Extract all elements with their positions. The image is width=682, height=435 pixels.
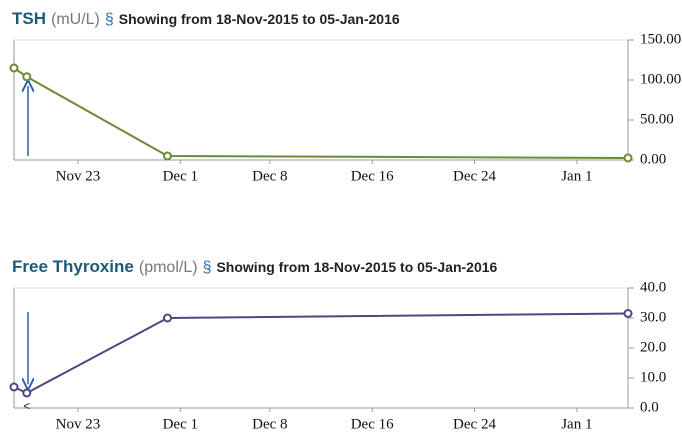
data-point <box>163 151 172 161</box>
data-point <box>22 388 32 398</box>
chart-title: Free Thyroxine (pmol/L) § Showing from 18-N… <box>12 257 498 276</box>
data-point <box>163 313 172 323</box>
x-tick-label: Jan 1 <box>561 416 592 432</box>
y-tick-label: 0.00 <box>640 151 666 167</box>
x-tick-label: Dec 1 <box>163 416 198 432</box>
x-tick-label: Dec 16 <box>351 416 394 432</box>
data-point <box>22 72 32 82</box>
annotation: < <box>23 399 30 413</box>
x-tick-label: Dec 16 <box>351 168 394 184</box>
title-text: Free Thyroxine <box>12 257 134 276</box>
x-tick-label: Dec 8 <box>252 416 287 432</box>
x-tick-label: Dec 24 <box>453 168 496 184</box>
x-tick-label: Nov 23 <box>56 416 101 432</box>
y-tick-label: 30.0 <box>640 309 666 325</box>
x-tick-label: Dec 24 <box>453 416 496 432</box>
series-line <box>13 67 629 159</box>
y-tick-label: 100.00 <box>640 71 681 87</box>
data-point <box>623 153 633 163</box>
x-tick-label: Jan 1 <box>561 168 592 184</box>
y-tick-label: 40.0 <box>640 279 666 295</box>
subtitle: Showing from 18-Nov-2015 to 05-Jan-2016 <box>119 11 400 27</box>
y-tick-label: 50.00 <box>640 111 674 127</box>
data-point <box>623 309 633 318</box>
y-tick-label: 150.00 <box>640 31 681 47</box>
subtitle: Showing from 18-Nov-2015 to 05-Jan-2016 <box>216 259 497 275</box>
x-tick-label: Dec 8 <box>252 168 287 184</box>
x-tick-label: Nov 23 <box>56 168 101 184</box>
chart-title: TSH (mU/L) § Showing from 18-Nov-2015 to 05… <box>12 9 400 28</box>
unit-text: (mU/L) <box>51 11 100 28</box>
unit-text: (pmol/L) <box>139 259 198 276</box>
x-tick-label: Dec 1 <box>163 168 198 184</box>
y-tick-label: 10.0 <box>640 369 666 385</box>
data-point <box>9 63 19 73</box>
section-symbol: § <box>105 11 114 28</box>
data-point <box>9 382 19 392</box>
section-symbol: § <box>203 259 212 276</box>
title-text: TSH <box>12 9 46 28</box>
y-tick-label: 20.0 <box>640 339 666 355</box>
series-line <box>13 312 629 395</box>
y-tick-label: 0.0 <box>640 399 659 415</box>
